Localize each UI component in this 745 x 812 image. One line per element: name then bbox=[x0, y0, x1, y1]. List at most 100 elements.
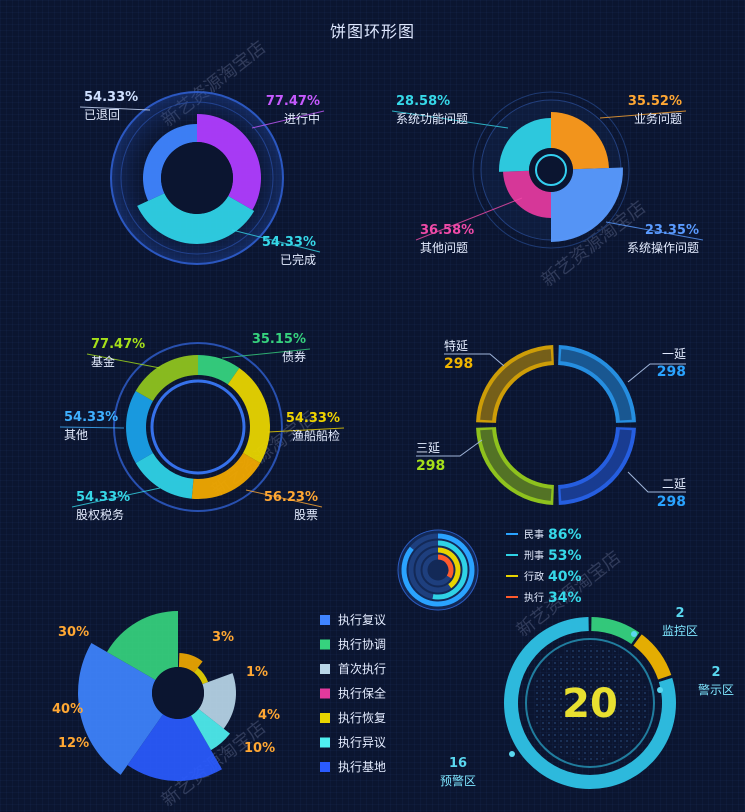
chart5-legend-value-2: 53% bbox=[548, 548, 582, 564]
chart2-label-1-value: 35.52% bbox=[628, 94, 682, 109]
chart5-legend-label-1: 民事 bbox=[524, 528, 544, 541]
chart4-slice-shade-3 bbox=[480, 429, 552, 501]
chart6-legend-label-1: 执行复议 bbox=[338, 613, 386, 627]
chart4-slice-2 bbox=[558, 427, 636, 505]
chart6-slice-6 bbox=[127, 714, 222, 781]
chart6-legend-label-5: 执行恢复 bbox=[338, 711, 386, 725]
chart4-value-2: 298 bbox=[657, 494, 686, 510]
chart6-legend-label-3: 首次执行 bbox=[338, 662, 386, 676]
chart2-label-1-leader bbox=[599, 110, 687, 119]
chart3-label-4-label: 股权税务 bbox=[76, 507, 124, 522]
chart7-inner-ring bbox=[525, 638, 655, 768]
chart6-legend-swatch-7 bbox=[320, 762, 330, 772]
chart3-label-6-label: 基金 bbox=[91, 354, 115, 369]
chart4-slice-shade-2 bbox=[560, 429, 632, 501]
chart3-slice-3 bbox=[191, 453, 261, 499]
chart3-label-6-value: 77.47% bbox=[91, 337, 145, 352]
chart6-value-6: 12% bbox=[58, 736, 89, 751]
chart1-label-3-label: 已退回 bbox=[84, 108, 120, 122]
chart1-label-2-leader bbox=[231, 229, 321, 253]
chart6-legend-swatch-1 bbox=[320, 615, 330, 625]
chart2-label-2-value: 23.35% bbox=[645, 223, 699, 238]
chart3-label-3-label: 股票 bbox=[294, 508, 318, 522]
chart1-slice-2 bbox=[137, 193, 255, 244]
chart6-legend-label-7: 执行基地 bbox=[338, 760, 386, 774]
chart5-legend-label-3: 行政 bbox=[524, 570, 544, 583]
chart6-slice-4 bbox=[194, 667, 209, 685]
chart6-slice-5 bbox=[198, 673, 236, 729]
chart6-legend-label-4: 执行保全 bbox=[338, 686, 386, 701]
chart4-leader-3 bbox=[416, 439, 483, 457]
chart3-label-5-value: 54.33% bbox=[64, 410, 118, 425]
chart4-leader-2 bbox=[627, 471, 686, 493]
chart4-slice-shade-4 bbox=[480, 349, 552, 421]
chart6-legend-swatch-5 bbox=[320, 713, 330, 723]
chart3-label-2-value: 54.33% bbox=[286, 411, 340, 426]
chart2-label-2-label: 系统操作问题 bbox=[627, 240, 699, 255]
chart5-legend-value-4: 34% bbox=[548, 590, 582, 606]
chart2-label-4-leader bbox=[391, 110, 509, 129]
chart2-slice-4 bbox=[499, 118, 551, 172]
chart7-slice-2 bbox=[633, 634, 672, 680]
chart4-label-2: 二延 bbox=[662, 477, 686, 491]
chart3-slice-2 bbox=[227, 368, 270, 463]
chart2-label-1-label: 业务问题 bbox=[634, 111, 682, 126]
chart3-slice-6 bbox=[135, 355, 198, 401]
chart3-slice-5 bbox=[126, 391, 153, 463]
chart3-label-4-value: 54.33% bbox=[76, 490, 130, 505]
chart7-label-1: 监控区 bbox=[662, 624, 698, 638]
chart6-slice-1 bbox=[77, 643, 164, 775]
chart3-slice-4 bbox=[135, 453, 194, 499]
chart1-label-1-value: 77.47% bbox=[266, 94, 320, 109]
chart3-label-3-leader bbox=[245, 489, 323, 508]
chart2-label-4-value: 28.58% bbox=[396, 94, 450, 109]
chart6-value-4: 1% bbox=[246, 665, 268, 680]
chart7-value-3: 16 bbox=[449, 756, 467, 771]
chart7-marker-2 bbox=[657, 687, 663, 693]
chart6-value-2: 30% bbox=[58, 625, 89, 640]
chart4-slice-1 bbox=[558, 345, 636, 423]
chart3-label-4-leader bbox=[71, 487, 161, 508]
chart3-label-5-leader bbox=[59, 426, 125, 429]
chart7-value-1: 2 bbox=[675, 606, 684, 621]
chart3-label-1-value: 35.15% bbox=[252, 332, 306, 347]
chart6-hole bbox=[152, 667, 204, 719]
chart3-label-6-leader bbox=[86, 353, 161, 369]
chart5-legend-label-2: 刑事 bbox=[524, 549, 544, 562]
chart6-legend-swatch-2 bbox=[320, 639, 330, 650]
chart7-label-2: 警示区 bbox=[698, 682, 734, 697]
chart5-arc-4 bbox=[437, 554, 454, 579]
chart1-label-2-label: 已完成 bbox=[280, 252, 316, 267]
chart6-value-7: 10% bbox=[244, 741, 275, 756]
chart4-value-4: 298 bbox=[444, 356, 473, 372]
page-title: 饼图环形图 bbox=[329, 22, 415, 41]
chart2-slice-1 bbox=[551, 112, 609, 170]
chart2-ring-outer bbox=[472, 91, 630, 249]
chart1-label-1-leader bbox=[251, 110, 325, 129]
chart1-label-3-leader bbox=[79, 106, 151, 111]
chart2-slice-2 bbox=[551, 167, 623, 242]
chart5-arc-1 bbox=[401, 533, 475, 607]
chart4-label-3: 三延 bbox=[416, 441, 440, 455]
chart6-value-3: 3% bbox=[212, 630, 234, 645]
chart6-value-5: 4% bbox=[258, 708, 280, 723]
chart4-leader-1 bbox=[627, 363, 686, 383]
chart3-label-3-value: 56.23% bbox=[264, 490, 318, 505]
chart5-legend-value-3: 40% bbox=[548, 569, 582, 585]
chart2-label-3-leader bbox=[415, 197, 523, 241]
chart3-label-1-leader bbox=[221, 348, 311, 359]
chart3-label-2-label: 渔船船检 bbox=[292, 428, 340, 443]
chart1-hole bbox=[161, 142, 233, 214]
chart7-label-3: 预警区 bbox=[440, 773, 476, 788]
chart4-label-4: 特延 bbox=[444, 338, 468, 353]
chart2-slice-3 bbox=[503, 170, 551, 218]
chart5-legend-label-4: 执行 bbox=[524, 591, 544, 604]
chart4-value-1: 298 bbox=[657, 364, 686, 380]
chart4-slice-3 bbox=[476, 427, 554, 505]
chart7-marker-3 bbox=[509, 751, 515, 757]
chart4-slice-shade-1 bbox=[560, 349, 632, 421]
chart1-label-1-label: 进行中 bbox=[284, 111, 320, 126]
chart5-legend-value-1: 86% bbox=[548, 527, 582, 543]
